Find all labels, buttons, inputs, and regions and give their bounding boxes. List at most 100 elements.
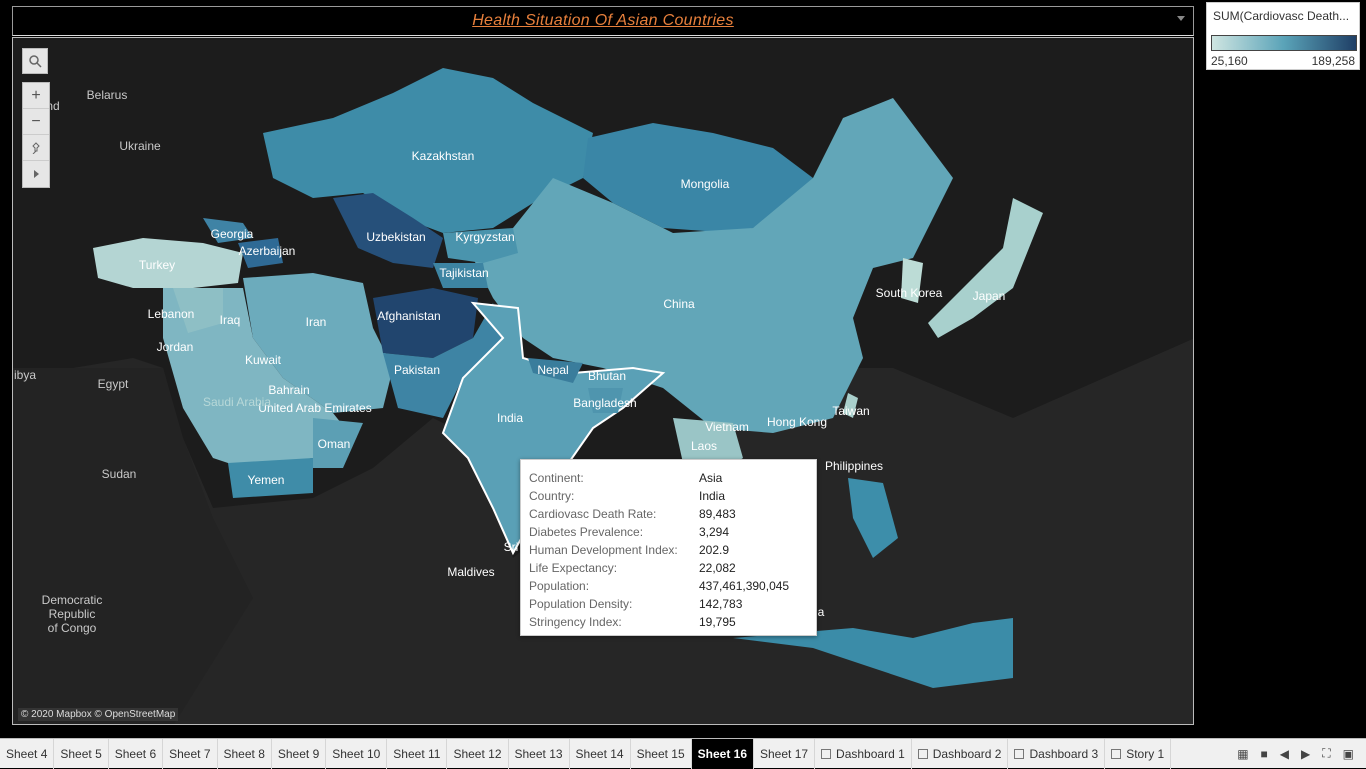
present-icon[interactable]: ▣ <box>1342 746 1354 761</box>
tooltip-row: Continent: Asia <box>529 469 808 487</box>
region-japan[interactable] <box>928 198 1043 338</box>
tab-sheet-15[interactable]: Sheet 15 <box>631 738 692 769</box>
tab-sheet-11[interactable]: Sheet 11 <box>387 738 448 769</box>
tab-story-1[interactable]: Story 1 <box>1105 738 1172 769</box>
legend-title: SUM(Cardiovasc Death... <box>1213 9 1350 23</box>
tooltip-key: Diabetes Prevalence: <box>529 525 644 539</box>
map-attribution[interactable]: © 2020 Mapbox © OpenStreetMap <box>18 708 179 721</box>
map[interactable]: Kazakhstan Mongolia Uzbekistan Kyrgyzsta… <box>12 37 1194 725</box>
fullscreen-icon[interactable]: ⛶ <box>1322 746 1331 760</box>
tooltip-row: Stringency Index: 19,795 <box>529 613 808 631</box>
dashboard-icon <box>917 748 928 759</box>
tab-label: Sheet 15 <box>636 746 685 761</box>
tab-label: Sheet 13 <box>514 746 563 761</box>
zoom-in-icon[interactable]: + <box>23 83 49 109</box>
tab-sheet-10[interactable]: Sheet 10 <box>326 738 388 769</box>
region-yemen[interactable] <box>228 458 313 498</box>
tab-label: Sheet 5 <box>60 746 102 761</box>
color-legend[interactable]: SUM(Cardiovasc Death... 25,160 189,258 <box>1206 2 1360 70</box>
tooltip-row: Population: 437,461,390,045 <box>529 577 808 595</box>
tab-label: Sheet 16 <box>697 746 747 761</box>
tooltip-row: Population Density: 142,783 <box>529 595 808 613</box>
tab-navigation: ▦ ■ ◀ ▶ ⛶ ▣ <box>1237 746 1366 761</box>
tab-dashboard-3[interactable]: Dashboard 3 <box>1008 738 1106 769</box>
tooltip-value: 142,783 <box>699 597 743 611</box>
tab-sheet-7[interactable]: Sheet 7 <box>163 738 218 769</box>
tab-label: Sheet 12 <box>453 746 502 761</box>
pin-icon[interactable] <box>23 135 49 161</box>
tooltip-row: Diabetes Prevalence: 3,294 <box>529 523 808 541</box>
tab-sheet-17[interactable]: Sheet 17 <box>754 738 816 769</box>
tab-label: Dashboard 2 <box>932 746 1002 761</box>
region-south-korea[interactable] <box>901 258 923 303</box>
page-title: Health Situation Of Asian Countries <box>472 12 734 29</box>
tab-label: Sheet 6 <box>114 746 157 761</box>
tab-label: Sheet 10 <box>332 746 381 761</box>
tooltip-value: 89,483 <box>699 507 736 521</box>
region-pakistan[interactable] <box>383 303 503 418</box>
region-tajikistan[interactable] <box>433 263 488 288</box>
next-icon[interactable]: ▶ <box>1301 746 1311 761</box>
zoom-out-icon[interactable]: − <box>23 109 49 135</box>
region-turkey[interactable] <box>93 238 243 288</box>
tab-sheet-6[interactable]: Sheet 6 <box>109 738 164 769</box>
region-kyrgyzstan[interactable] <box>443 228 518 263</box>
tooltip-value: 437,461,390,045 <box>699 579 790 593</box>
region-uzbekistan[interactable] <box>333 193 443 268</box>
play-icon[interactable] <box>23 161 49 187</box>
tabs-list: Sheet 4 Sheet 5 Sheet 6 Sheet 7 Sheet 8 Sheet… <box>0 738 1172 769</box>
tooltip-value: 22,082 <box>699 561 736 575</box>
tab-label: Sheet 14 <box>575 746 624 761</box>
dashboard-icon <box>1014 748 1025 759</box>
tab-sheet-4[interactable]: Sheet 4 <box>0 738 55 769</box>
tab-sheet-13[interactable]: Sheet 13 <box>509 738 570 769</box>
region-afghanistan[interactable] <box>373 288 478 358</box>
region-saudi[interactable] <box>163 288 353 468</box>
search-icon[interactable] <box>22 48 48 74</box>
tab-sheet-16[interactable]: Sheet 16 <box>691 738 754 769</box>
region-iran[interactable] <box>243 273 393 413</box>
tooltip-key: Population: <box>529 579 590 593</box>
region-china[interactable] <box>473 98 953 433</box>
map-controls: + − <box>22 48 50 188</box>
tooltip-value: 202.9 <box>699 543 730 557</box>
region-georgia[interactable] <box>203 218 253 243</box>
region-philippines[interactable] <box>848 478 898 558</box>
single-view-icon[interactable]: ■ <box>1260 746 1268 761</box>
region-iraq[interactable] <box>173 288 223 333</box>
tooltip-key: Human Development Index: <box>529 543 678 557</box>
tab-label: Sheet 7 <box>169 746 211 761</box>
region-bangladesh[interactable] <box>588 388 623 413</box>
tooltip-row: Country: India <box>529 487 808 505</box>
tab-dashboard-2[interactable]: Dashboard 2 <box>912 738 1009 769</box>
title-bar: Health Situation Of Asian Countries <box>12 6 1194 36</box>
tab-sheet-14[interactable]: Sheet 14 <box>570 738 631 769</box>
region-kazakhstan[interactable] <box>263 68 593 233</box>
tab-sheet-12[interactable]: Sheet 12 <box>447 738 509 769</box>
tooltip-row: Cardiovasc Death Rate: 89,483 <box>529 505 808 523</box>
tab-label: Sheet 11 <box>393 746 441 761</box>
tab-dashboard-1[interactable]: Dashboard 1 <box>815 738 912 769</box>
region-taiwan[interactable] <box>843 393 858 418</box>
tab-sheet-9[interactable]: Sheet 9 <box>272 738 327 769</box>
tab-sheet-5[interactable]: Sheet 5 <box>54 738 109 769</box>
legend-min: 25,160 <box>1211 54 1248 68</box>
tab-label: Dashboard 1 <box>836 746 905 761</box>
tab-label: Sheet 4 <box>6 746 48 761</box>
tab-sheet-8[interactable]: Sheet 8 <box>218 738 272 769</box>
region-nepal[interactable] <box>528 358 583 383</box>
tooltip-key: Continent: <box>529 471 584 485</box>
tooltip-value: India <box>699 489 726 503</box>
tooltip: Continent: Asia Country: India Cardiovasc De… <box>520 459 817 636</box>
region-mongolia[interactable] <box>583 123 813 233</box>
tooltip-key: Population Density: <box>529 597 633 611</box>
sheet-tabs: Sheet 4 Sheet 5 Sheet 6 Sheet 7 Sheet 8 Sheet… <box>0 738 1366 769</box>
map-canvas[interactable] <box>13 38 1194 725</box>
region-azerbaijan[interactable] <box>238 238 283 268</box>
prev-icon[interactable]: ◀ <box>1279 746 1290 761</box>
tab-label: Dashboard 3 <box>1029 746 1099 761</box>
chevron-down-icon[interactable] <box>1177 16 1185 21</box>
grid-view-icon[interactable]: ▦ <box>1237 746 1249 761</box>
tooltip-key: Life Expectancy: <box>529 561 618 575</box>
region-oman[interactable] <box>313 418 363 468</box>
